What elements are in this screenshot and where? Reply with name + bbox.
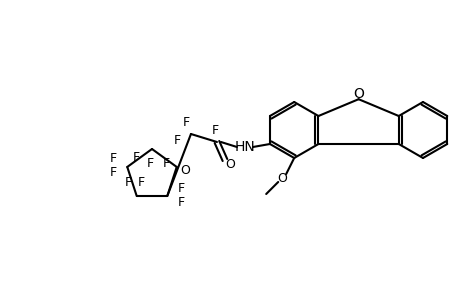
Text: F: F	[146, 157, 153, 169]
Text: O: O	[179, 164, 189, 178]
Text: F: F	[162, 157, 169, 169]
Text: O: O	[224, 158, 235, 170]
Text: F: F	[211, 124, 218, 136]
Text: F: F	[132, 151, 139, 164]
Text: F: F	[177, 182, 185, 194]
Text: F: F	[125, 176, 132, 188]
Text: F: F	[173, 134, 180, 146]
Text: F: F	[182, 116, 189, 128]
Text: O: O	[277, 172, 286, 184]
Text: F: F	[177, 196, 185, 208]
Text: F: F	[138, 176, 145, 188]
Text: HN: HN	[234, 140, 255, 154]
Text: O: O	[353, 87, 363, 101]
Text: F: F	[110, 152, 117, 166]
Text: F: F	[110, 167, 117, 179]
